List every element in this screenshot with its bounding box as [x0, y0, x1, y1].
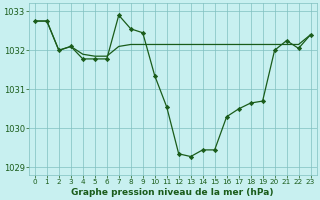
X-axis label: Graphe pression niveau de la mer (hPa): Graphe pression niveau de la mer (hPa) — [71, 188, 274, 197]
